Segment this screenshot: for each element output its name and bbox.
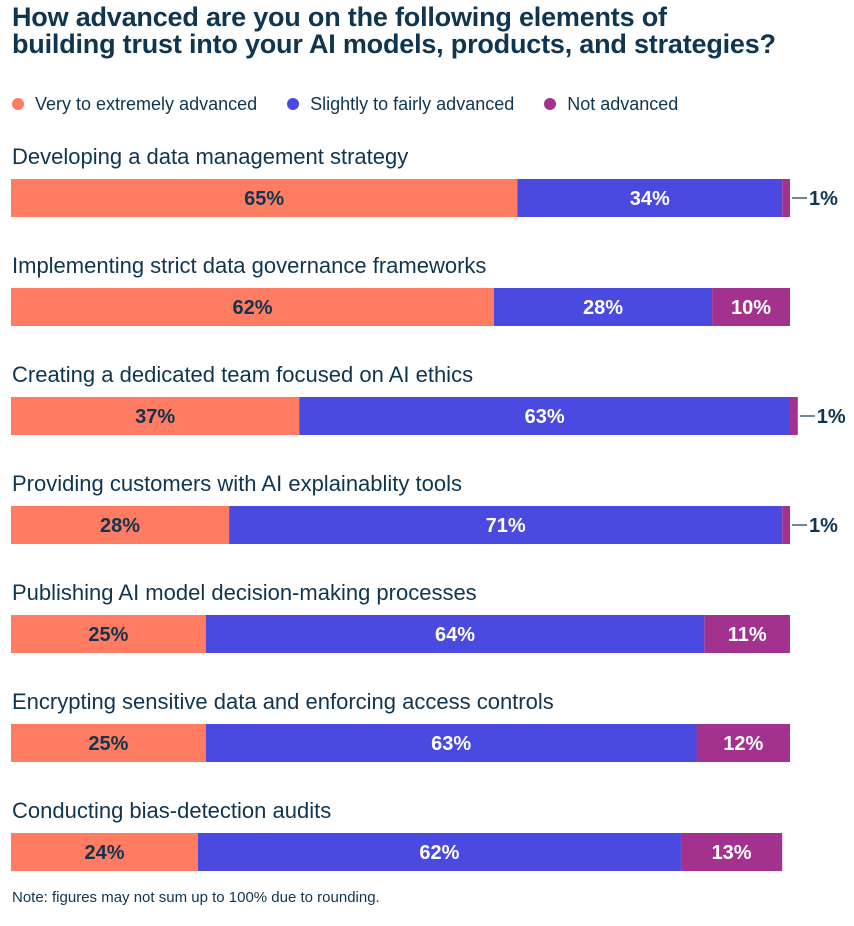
category-label-4: Providing customers with AI explainablit… [12,471,462,496]
category-label-5: Publishing AI model decision-making proc… [12,580,477,605]
bar-segment-very-1 [11,179,518,217]
bar-segment-slightly-5 [205,615,705,653]
bar-segment-not-4 [782,506,790,544]
data-label-slightly-5: 64% [435,624,475,646]
bar-segment-very-2 [11,288,494,326]
bar-row-1: Developing a data management strategy 65%… [11,144,838,217]
bar-row-4: Providing customers with AI explainablit… [11,471,838,544]
data-label-slightly-6: 63% [431,733,471,755]
data-label-slightly-7: 62% [419,842,459,864]
bar-segment-slightly-2 [493,288,713,326]
data-label-not-7: 13% [712,842,752,864]
bar-segment-not-5 [704,615,790,653]
legend-item-not: Not advanced [544,94,678,115]
bar-segment-not-2 [712,288,790,326]
legend-label-slightly: Slightly to fairly advanced [310,93,515,114]
data-label-very-7: 24% [84,842,124,864]
category-label-1: Developing a data management strategy [12,144,408,169]
category-label-3: Creating a dedicated team focused on AI … [12,362,473,387]
legend-dot-not [544,98,557,110]
data-label-very-4: 28% [100,515,140,537]
legend-label-very: Very to extremely advanced [35,93,258,114]
legend-item-slightly: Slightly to fairly advanced [287,94,514,115]
legend-dot-slightly [287,98,300,110]
data-label-not-4: 1% [809,515,838,537]
bar-segment-not-7 [680,833,783,871]
chart-title-line-1: How advanced are you on the following el… [12,2,667,32]
chart-title: How advanced are you on the following el… [12,4,852,58]
bar-row-3: Creating a dedicated team focused on AI … [11,362,846,435]
bar-segment-slightly-7 [197,833,681,871]
category-label-2: Implementing strict data governance fram… [12,253,486,278]
data-label-not-5: 11% [728,624,767,646]
category-label-6: Encrypting sensitive data and enforcing … [12,689,554,714]
data-label-not-1: 1% [809,188,838,210]
data-label-very-2: 62% [232,297,272,319]
data-label-slightly-2: 28% [583,297,623,319]
bar-segment-very-5 [11,615,206,653]
data-label-very-3: 37% [135,406,175,428]
footnote: Note: figures may not sum up to 100% due… [12,889,380,906]
data-label-very-1: 65% [244,188,284,210]
chart-legend: Very to extremely advanced Slightly to f… [12,93,708,115]
category-label-7: Conducting bias-detection audits [12,798,331,823]
legend-item-very: Very to extremely advanced [12,94,257,115]
data-label-slightly-4: 71% [486,515,526,537]
bar-segment-slightly-4 [229,506,783,544]
data-label-very-6: 25% [88,733,128,755]
bar-row-7: Conducting bias-detection audits 24% 62% 13… [11,798,783,871]
bar-row-6: Encrypting sensitive data and enforcing … [11,689,790,762]
bar-segment-very-7 [11,833,198,871]
data-label-slightly-3: 63% [525,406,565,428]
data-label-not-6: 12% [723,733,763,755]
bar-segment-slightly-3 [299,397,790,435]
bar-segment-very-4 [11,506,230,544]
legend-dot-very [12,98,24,110]
bar-segment-not-1 [782,179,790,217]
bar-segment-slightly-1 [517,179,783,217]
bar-segment-not-6 [696,724,790,762]
legend-label-not: Not advanced [567,93,679,114]
bar-row-5: Publishing AI model decision-making proc… [11,580,790,653]
bar-segment-very-6 [11,724,206,762]
bar-row-2: Implementing strict data governance fram… [11,253,790,326]
data-label-not-2: 10% [731,297,771,319]
data-label-not-3: 1% [817,406,846,428]
chart-title-line-2: building trust into your AI models, prod… [12,29,776,59]
bar-segment-not-3 [790,397,798,435]
bar-segment-slightly-6 [205,724,697,762]
stacked-bar-chart: Developing a data management strategy 65%… [11,144,846,871]
data-label-very-5: 25% [88,624,128,646]
data-label-slightly-1: 34% [630,188,670,210]
bar-segment-very-3 [11,397,300,435]
